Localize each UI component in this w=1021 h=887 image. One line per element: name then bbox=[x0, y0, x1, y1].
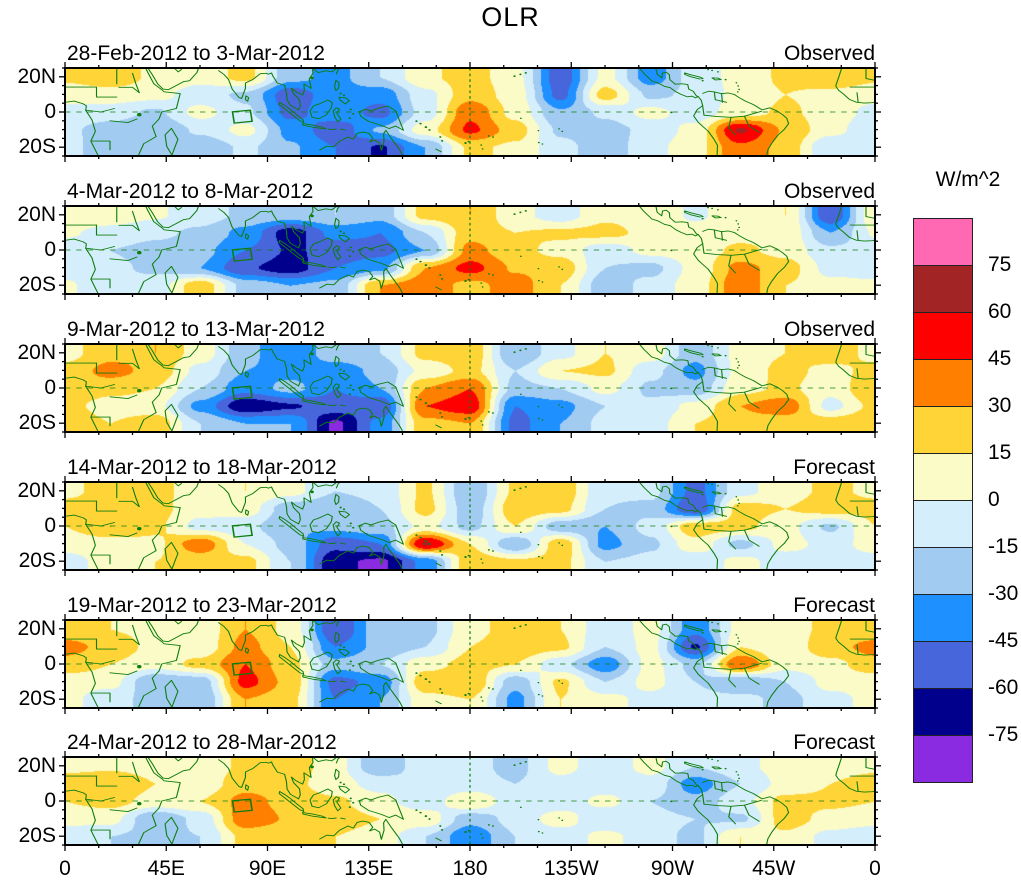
panel-tag-label: Forecast bbox=[793, 594, 875, 617]
y-axis-label: 0 bbox=[44, 376, 56, 399]
region-box-marker bbox=[231, 385, 253, 400]
y-axis-label: 20N bbox=[17, 616, 56, 640]
panel-date-range: 19-Mar-2012 to 23-Mar-2012 bbox=[67, 594, 337, 617]
y-axis-label: 20S bbox=[18, 411, 56, 435]
colorbar-cell bbox=[913, 218, 973, 266]
panel-date-range: 14-Mar-2012 to 18-Mar-2012 bbox=[67, 456, 337, 479]
map-frame-ticks bbox=[59, 338, 881, 438]
y-axis-label: 20S bbox=[18, 824, 56, 848]
colorbar-tick-label: -75 bbox=[988, 723, 1019, 746]
map-overlay bbox=[64, 619, 876, 709]
y-axis-label: 0 bbox=[44, 652, 56, 675]
colorbar-cell bbox=[913, 265, 973, 313]
y-axis-label: 20N bbox=[17, 478, 56, 502]
region-box-marker bbox=[231, 798, 253, 813]
colorbar-tick-label: 75 bbox=[988, 253, 1012, 276]
y-axis-label: 20S bbox=[18, 687, 56, 711]
colorbar-cell bbox=[913, 312, 973, 360]
x-axis-label: 90E bbox=[248, 857, 287, 880]
colorbar-tick-label: 15 bbox=[988, 441, 1012, 464]
x-axis-label: 135E bbox=[344, 857, 394, 880]
panel-date-range: 9-Mar-2012 to 13-Mar-2012 bbox=[67, 318, 325, 341]
y-axis-label: 20S bbox=[18, 135, 56, 159]
colorbar-tick-label: 60 bbox=[988, 300, 1012, 323]
map-frame-ticks bbox=[59, 476, 881, 576]
colorbar-tick-label: 30 bbox=[988, 394, 1012, 417]
map-frame-ticks bbox=[59, 200, 881, 300]
colorbar-tick-label: -30 bbox=[988, 582, 1019, 605]
map-overlay bbox=[64, 205, 876, 295]
y-axis-label: 20S bbox=[18, 273, 56, 297]
x-axis-label: 135W bbox=[543, 857, 599, 880]
colorbar-cell bbox=[913, 641, 973, 689]
panel-tag-label: Observed bbox=[783, 180, 875, 203]
panel-date-range: 24-Mar-2012 to 28-Mar-2012 bbox=[67, 731, 337, 754]
colorbar-tick-label: 0 bbox=[988, 488, 1000, 511]
colorbar-tick-label: -15 bbox=[988, 535, 1019, 558]
figure-title: OLR bbox=[481, 2, 540, 32]
x-axis-label: 180 bbox=[452, 857, 488, 880]
x-axis-label: 90W bbox=[650, 857, 695, 880]
map-overlay bbox=[64, 481, 876, 571]
colorbar-tick-label: 45 bbox=[988, 347, 1012, 370]
x-axis-label: 0 bbox=[869, 857, 881, 880]
panel-tag-label: Forecast bbox=[793, 456, 875, 479]
colorbar-cell bbox=[913, 594, 973, 642]
y-axis-label: 0 bbox=[44, 238, 56, 261]
y-axis-label: 0 bbox=[44, 514, 56, 537]
colorbar-cell bbox=[913, 406, 973, 454]
x-axis-label: 45W bbox=[752, 857, 796, 880]
region-box-marker bbox=[231, 247, 253, 262]
x-axis-label: 45E bbox=[147, 857, 185, 880]
map-overlay bbox=[64, 756, 876, 846]
map-frame-ticks bbox=[59, 62, 881, 162]
colorbar-cell bbox=[913, 688, 973, 736]
colorbar-cell bbox=[913, 547, 973, 595]
y-axis-label: 20S bbox=[18, 549, 56, 573]
map-overlay bbox=[64, 343, 876, 433]
colorbar-tick-label: -60 bbox=[988, 676, 1019, 699]
y-axis-label: 0 bbox=[44, 789, 56, 812]
colorbar-cell bbox=[913, 453, 973, 501]
y-axis-label: 20N bbox=[17, 64, 56, 88]
colorbar-units-label: W/m^2 bbox=[935, 168, 1001, 191]
y-axis-label: 0 bbox=[44, 100, 56, 123]
map-frame-ticks bbox=[59, 751, 881, 851]
y-axis-label: 20N bbox=[17, 753, 56, 777]
region-box-marker bbox=[231, 523, 253, 538]
colorbar-cell bbox=[913, 500, 973, 548]
panel-tag-label: Forecast bbox=[793, 731, 875, 754]
map-overlay bbox=[64, 67, 876, 157]
colorbar-tick-label: -45 bbox=[988, 629, 1019, 652]
region-box-marker bbox=[231, 661, 253, 676]
panel-date-range: 28-Feb-2012 to 3-Mar-2012 bbox=[67, 42, 325, 65]
y-axis-label: 20N bbox=[17, 340, 56, 364]
panel-date-range: 4-Mar-2012 to 8-Mar-2012 bbox=[67, 180, 314, 203]
region-box-marker bbox=[231, 109, 253, 124]
map-frame-ticks bbox=[59, 614, 881, 714]
colorbar-cell bbox=[913, 735, 973, 783]
y-axis-label: 20N bbox=[17, 202, 56, 226]
panel-tag-label: Observed bbox=[783, 42, 875, 65]
x-axis-label: 0 bbox=[59, 857, 71, 880]
panel-tag-label: Observed bbox=[783, 318, 875, 341]
colorbar-cell bbox=[913, 359, 973, 407]
